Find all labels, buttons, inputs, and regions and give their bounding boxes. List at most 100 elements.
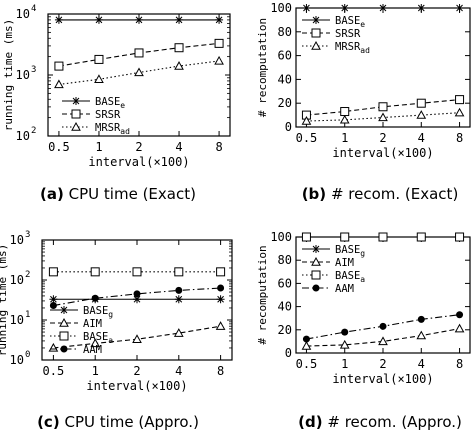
x-tick-label: 4 <box>175 140 182 154</box>
legend-marker <box>71 121 81 131</box>
legend-name: SRSR <box>335 28 361 40</box>
data-point <box>94 54 104 64</box>
data-point <box>417 315 425 323</box>
legend-subscript: ad <box>360 46 370 55</box>
data-point <box>216 295 225 304</box>
data-point <box>215 15 224 24</box>
legend-label: BASEg <box>335 244 365 258</box>
y-tick-label: 10 <box>10 353 24 367</box>
x-tick-label: 0.5 <box>296 357 318 371</box>
legend-name: AAM <box>83 344 102 356</box>
data-point <box>91 294 99 302</box>
data-point <box>174 61 184 70</box>
data-point <box>379 4 387 12</box>
y-tick-label: 100 <box>270 230 292 244</box>
legend-marker <box>59 331 69 341</box>
legend-marker <box>312 284 320 292</box>
legend-name: BASE <box>335 270 360 282</box>
data-point <box>134 67 144 77</box>
data-point <box>378 102 388 112</box>
y-tick-base: 10 <box>10 273 24 287</box>
x-tick-label: 0.5 <box>296 131 318 145</box>
y-tick-label: 0 <box>285 120 292 134</box>
data-point <box>133 290 141 298</box>
data-point <box>340 107 350 117</box>
legend-name: BASE <box>83 305 108 317</box>
y-tick-label: 20 <box>278 323 292 337</box>
caption: (c) CPU time (Appro.) <box>37 413 199 431</box>
legend-subscript: a <box>360 275 365 284</box>
legend-label: BASEg <box>83 305 113 319</box>
x-tick-label: 1 <box>95 140 102 154</box>
y-tick-exponent: 3 <box>31 65 36 75</box>
y-tick-label: 0 <box>285 346 292 360</box>
data-point <box>379 322 387 330</box>
x-axis-label: interval(×100) <box>88 155 189 169</box>
legend-name: SRSR <box>95 109 121 121</box>
x-tick-label: 2 <box>379 131 386 145</box>
legend-label: BASEa <box>83 331 113 345</box>
legend-name: MRSR <box>335 41 361 53</box>
x-tick-label: 4 <box>418 131 425 145</box>
legend-marker <box>311 40 321 50</box>
caption-text: CPU time (Exact) <box>69 185 196 203</box>
data-point <box>416 98 426 108</box>
x-tick-label: 4 <box>418 357 425 371</box>
y-tick-label: 80 <box>278 253 292 267</box>
data-point <box>174 267 184 277</box>
legend-label: BASEe <box>335 15 365 29</box>
legend-name: AIM <box>83 318 102 330</box>
data-point <box>455 4 464 12</box>
x-tick-label: 8 <box>456 357 463 371</box>
data-point <box>49 302 57 310</box>
data-point <box>49 295 58 304</box>
data-point <box>94 74 104 84</box>
caption-text: # recom. (Exact) <box>331 185 458 203</box>
legend-label: MRSRad <box>95 122 130 136</box>
caption-letter: (c) <box>37 413 60 431</box>
y-tick-base: 10 <box>16 7 30 21</box>
x-axis-label: interval(×100) <box>86 379 187 393</box>
y-tick-label: 20 <box>278 96 292 110</box>
y-tick-label: 10 <box>16 7 30 21</box>
x-tick-label: 0.5 <box>48 140 70 154</box>
legend-label: AAM <box>83 344 102 356</box>
legend-subscript: e <box>120 101 125 110</box>
y-tick-label: 10 <box>10 233 24 247</box>
series-0 <box>54 15 224 24</box>
data-point <box>134 48 144 58</box>
y-tick-label: 10 <box>10 273 24 287</box>
data-point <box>90 267 100 277</box>
legend-marker <box>72 97 80 105</box>
legend-label: SRSR <box>95 109 121 121</box>
legend-label: AAM <box>335 283 354 295</box>
y-tick-label: 60 <box>278 49 292 63</box>
data-point <box>417 4 426 12</box>
x-tick-label: 2 <box>379 357 386 371</box>
x-tick-label: 1 <box>341 131 348 145</box>
y-tick-label: 10 <box>16 129 30 143</box>
data-point <box>214 38 224 48</box>
caption-text: CPU time (Appro.) <box>64 413 198 431</box>
caption: (a) CPU time (Exact) <box>40 185 196 203</box>
x-tick-label: 8 <box>456 131 463 145</box>
data-point <box>173 328 184 337</box>
data-point <box>215 321 226 330</box>
legend-marker <box>311 28 321 38</box>
data-point <box>174 43 184 53</box>
y-tick-label: 40 <box>278 300 292 314</box>
data-point <box>174 295 183 304</box>
legend-subscript: ad <box>120 127 130 136</box>
legend-name: AAM <box>335 283 354 295</box>
y-tick-exponent: 3 <box>25 230 30 240</box>
data-point <box>217 284 225 292</box>
legend-label: AIM <box>83 318 102 330</box>
x-axis-label: interval(×100) <box>332 372 433 386</box>
y-tick-label: 40 <box>278 72 292 86</box>
y-tick-base: 10 <box>10 313 24 327</box>
y-tick-exponent: 1 <box>25 310 30 320</box>
legend-name: AIM <box>335 257 354 269</box>
series-1 <box>48 321 226 352</box>
